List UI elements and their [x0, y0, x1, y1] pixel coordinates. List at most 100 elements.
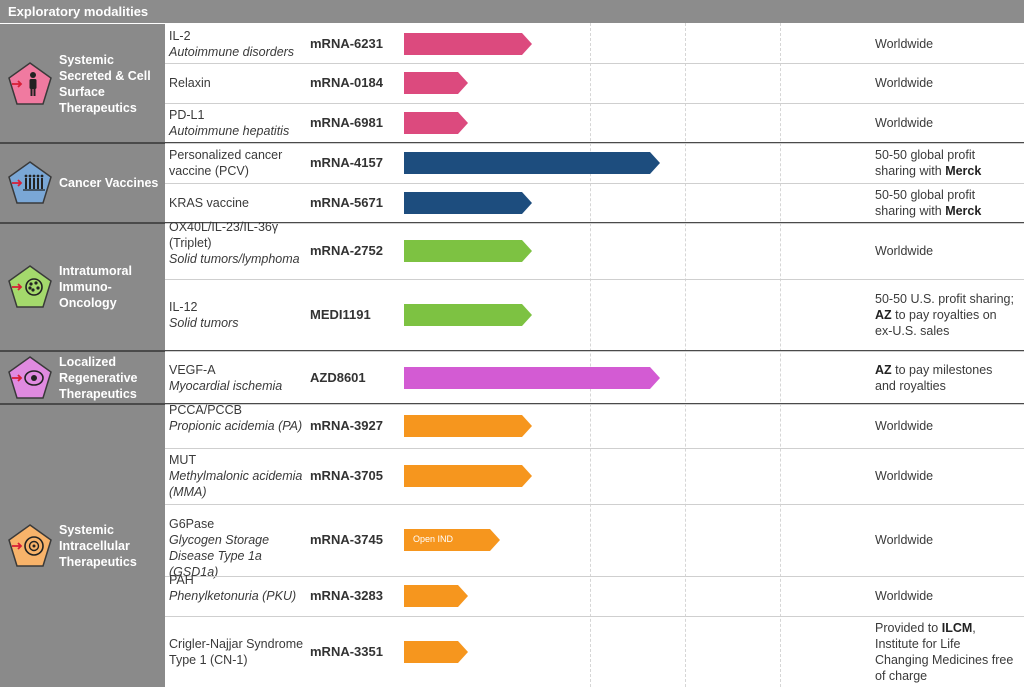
- category-label: Intratumoral Immuno-Oncology: [59, 264, 132, 310]
- row-separator: [165, 223, 1024, 224]
- rights-text: Worldwide: [875, 589, 934, 603]
- row-separator: [165, 404, 1024, 405]
- target-cell: PD-L1 Autoimmune hepatitis: [169, 107, 305, 139]
- stage-gridline: [590, 23, 591, 687]
- stage-gridline: [780, 23, 781, 687]
- person-icon: [7, 61, 53, 107]
- commercial-rights: Worldwide: [875, 115, 1015, 131]
- target-name: Relaxin: [169, 76, 211, 90]
- rights-text: Worldwide: [875, 244, 934, 258]
- rights-text: Worldwide: [875, 37, 934, 51]
- program-id: mRNA-3705: [310, 468, 383, 483]
- target-cell: PAH Phenylketonuria (PKU): [169, 572, 305, 604]
- rights-text: 50-50 global profit sharing with: [875, 148, 976, 178]
- indication: Phenylketonuria (PKU): [169, 589, 297, 603]
- row-separator: [165, 279, 1024, 280]
- rights-text: Worldwide: [875, 76, 934, 90]
- target-cell: OX40L/IL-23/IL-36γ (Triplet) Solid tumors…: [169, 219, 305, 267]
- progress-bar: [404, 585, 468, 607]
- rights-text-after: , Institute for Life Changing Medicines …: [875, 621, 1014, 683]
- target-cell: Crigler-Najjar Syndrome Type 1 (CN-1): [169, 636, 305, 668]
- rights-text: Worldwide: [875, 419, 934, 433]
- target-name: PD-L1: [169, 108, 205, 122]
- category-block: Systemic Secreted & Cell Surface Therape…: [0, 24, 165, 143]
- commercial-rights: 50-50 global profit sharing with Merck: [875, 147, 1015, 179]
- row-separator: [165, 103, 1024, 104]
- progress-bar: Open IND: [404, 529, 500, 551]
- row-separator: [165, 504, 1024, 505]
- row-separator: [165, 448, 1024, 449]
- target-cell: KRAS vaccine: [169, 195, 305, 211]
- progress-bar: [404, 33, 532, 55]
- target-name: Personalized cancer vaccine (PCV): [169, 148, 283, 178]
- target-cell: Personalized cancer vaccine (PCV): [169, 147, 305, 179]
- target-cell: Relaxin: [169, 75, 305, 91]
- partner-name: Merck: [945, 204, 982, 218]
- category-block: Cancer Vaccines: [0, 143, 165, 223]
- progress-bar: [404, 240, 532, 262]
- target-cell: IL-2 Autoimmune disorders: [169, 28, 305, 60]
- category-block: Localized Regenerative Therapeutics: [0, 351, 165, 404]
- target-name: MUT: [169, 453, 197, 467]
- indication: Methylmalonic acidemia (MMA): [169, 469, 303, 499]
- indication: Propionic acidemia (PA): [169, 419, 303, 433]
- category-block: Intratumoral Immuno-Oncology: [0, 223, 165, 351]
- partner-name: AZ: [875, 363, 892, 377]
- progress-bar: [404, 367, 660, 389]
- partner-name: ILCM: [941, 621, 973, 635]
- rights-text: Worldwide: [875, 116, 934, 130]
- commercial-rights: Worldwide: [875, 36, 1015, 52]
- target-name: IL-12: [169, 300, 198, 314]
- progress-bar: [404, 304, 532, 326]
- commercial-rights: Worldwide: [875, 418, 1015, 434]
- target-name: PAH: [169, 573, 194, 587]
- commercial-rights: Worldwide: [875, 588, 1015, 604]
- commercial-rights: AZ to pay milestones and royalties: [875, 362, 1015, 394]
- program-id: AZD8601: [310, 370, 366, 385]
- progress-bar: [404, 415, 532, 437]
- progress-bar: [404, 465, 532, 487]
- target-cell: G6Pase Glycogen Storage Disease Type 1a (…: [169, 516, 305, 580]
- program-id: MEDI1191: [310, 307, 371, 322]
- target-name: VEGF-A: [169, 363, 216, 377]
- target-name: OX40L/IL-23/IL-36γ (Triplet): [169, 220, 279, 250]
- program-id: mRNA-6231: [310, 36, 383, 51]
- vaccine-icon: [7, 160, 53, 206]
- program-id: mRNA-3745: [310, 532, 383, 547]
- category-label: Systemic Secreted & Cell Surface Therape…: [59, 53, 151, 115]
- target-cell: PCCA/PCCB Propionic acidemia (PA): [169, 402, 305, 434]
- commercial-rights: Worldwide: [875, 243, 1015, 259]
- target-name: IL-2: [169, 29, 191, 43]
- commercial-rights: Worldwide: [875, 468, 1015, 484]
- cell-icon: [7, 355, 53, 401]
- stage-gridline: [685, 23, 686, 687]
- target-cell: MUT Methylmalonic acidemia (MMA): [169, 452, 305, 500]
- row-separator: [165, 576, 1024, 577]
- row-separator: [165, 616, 1024, 617]
- progress-bar: [404, 112, 468, 134]
- target-name: KRAS vaccine: [169, 196, 249, 210]
- category-label: Systemic Intracellular Therapeutics: [59, 523, 137, 569]
- indication: Autoimmune hepatitis: [169, 124, 290, 138]
- program-id: mRNA-2752: [310, 243, 383, 258]
- commercial-rights: Provided to ILCM, Institute for Life Cha…: [875, 620, 1015, 684]
- target-name: G6Pase: [169, 517, 215, 531]
- program-id: mRNA-3927: [310, 418, 383, 433]
- category-label: Cancer Vaccines: [59, 176, 159, 190]
- partner-name: Merck: [945, 164, 982, 178]
- progress-bar: [404, 641, 468, 663]
- program-id: mRNA-5671: [310, 195, 383, 210]
- target-cell: VEGF-A Myocardial ischemia: [169, 362, 305, 394]
- bar-label: Open IND: [413, 534, 454, 544]
- row-separator: [165, 351, 1024, 352]
- category-block: Systemic Intracellular Therapeutics: [0, 404, 165, 687]
- program-id: mRNA-0184: [310, 75, 383, 90]
- commercial-rights: Worldwide: [875, 75, 1015, 91]
- target-name: PCCA/PCCB: [169, 403, 242, 417]
- target-name: Crigler-Najjar Syndrome Type 1 (CN-1): [169, 637, 304, 667]
- indication: Myocardial ischemia: [169, 379, 283, 393]
- program-id: mRNA-4157: [310, 155, 383, 170]
- category-label: Localized Regenerative Therapeutics: [59, 355, 138, 401]
- commercial-rights: Worldwide: [875, 532, 1015, 548]
- commercial-rights: 50-50 global profit sharing with Merck: [875, 187, 1015, 219]
